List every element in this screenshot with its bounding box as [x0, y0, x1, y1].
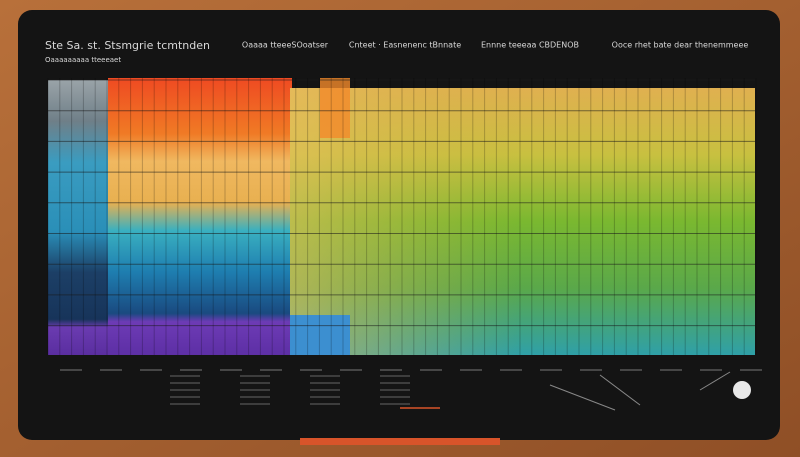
column-label: Oaaaa tteeeSOoatser — [242, 41, 329, 50]
title: Ste Sa. st. Stsmgrie tcmtnden — [45, 39, 210, 52]
middle-block — [108, 78, 292, 355]
sketch-line — [699, 371, 731, 391]
blue-patch — [290, 315, 350, 355]
tab — [300, 438, 500, 445]
column-label: Ooce rhet bate dear thenemmeee — [612, 41, 749, 50]
sketch-line — [599, 374, 641, 406]
subtitle: Oaaaaaaaaa tteeeaet — [45, 56, 121, 64]
color-grid — [48, 78, 755, 355]
column-label: Cnteet · Easnenenc tBnnate — [349, 41, 461, 50]
left-block — [48, 80, 108, 355]
sketch-line — [549, 384, 616, 411]
badge — [733, 381, 751, 399]
right-glow — [290, 88, 755, 355]
orange-patch — [320, 78, 350, 138]
grid — [47, 78, 762, 411]
column-label: Ennne teeeaa CBDENOB — [481, 41, 579, 50]
